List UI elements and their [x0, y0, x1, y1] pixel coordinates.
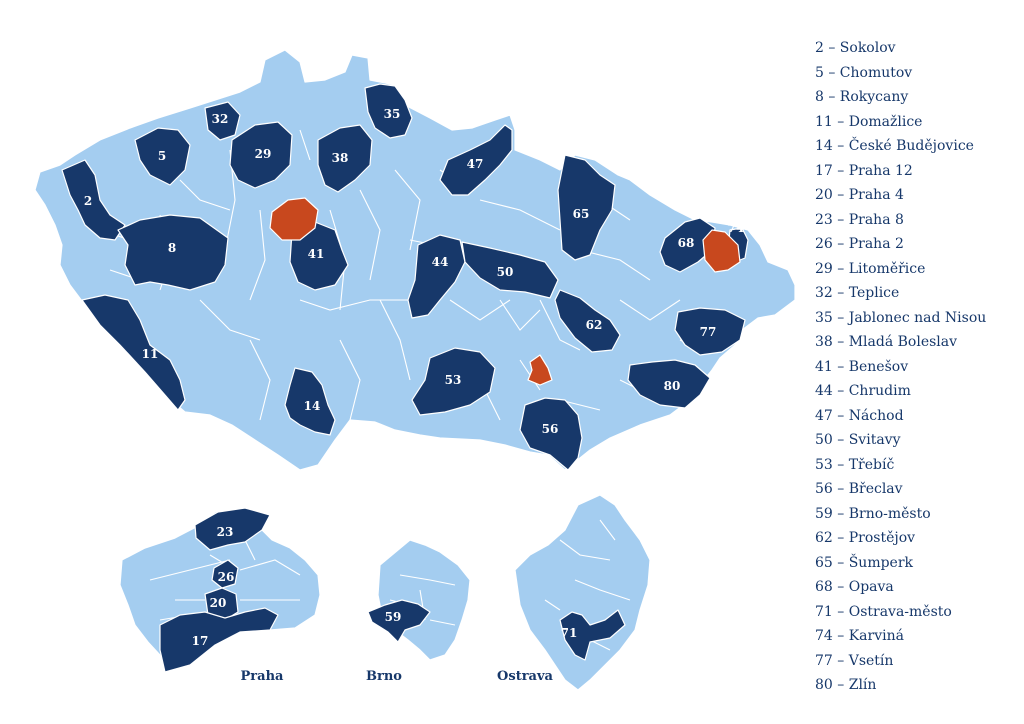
brno-inset: 59 Brno — [366, 539, 471, 684]
district-number: 80 — [664, 379, 681, 393]
legend-item: 50 – Svitavy — [815, 432, 901, 448]
district-number: 26 — [218, 570, 235, 584]
district-59 — [367, 599, 431, 643]
legend-item: 68 – Opava — [815, 579, 894, 595]
district-number: 53 — [445, 373, 462, 387]
district-number: 5 — [158, 149, 166, 163]
ostrava-caption: Ostrava — [497, 669, 553, 684]
legend-item: 41 – Benešov — [815, 358, 909, 375]
district-number: 20 — [210, 596, 227, 610]
praha-inset: 23 26 20 17 Praha — [119, 507, 321, 684]
district-50 — [461, 241, 559, 299]
district-number: 44 — [432, 255, 449, 269]
legend-item: 23 – Praha 8 — [815, 211, 904, 228]
district-number: 68 — [678, 236, 695, 250]
district-number: 11 — [142, 347, 159, 361]
district-5 — [134, 127, 191, 186]
legend-item: 14 – České Budějovice — [815, 138, 974, 154]
brno-caption: Brno — [366, 669, 402, 684]
district-number: 32 — [212, 112, 229, 126]
legend-item: 35 – Jablonec nad Nisou — [815, 309, 987, 326]
district-62 — [554, 289, 621, 353]
legend-item: 62 – Prostějov — [815, 530, 916, 546]
legend-item: 2 – Sokolov — [815, 40, 896, 56]
district-56 — [519, 397, 583, 471]
legend-item: 5 – Chomutov — [815, 64, 913, 81]
legend-item: 20 – Praha 4 — [815, 187, 904, 203]
district-17 — [159, 607, 279, 673]
district-35 — [364, 83, 413, 139]
legend-item: 77 – Vsetín — [815, 652, 894, 669]
district-brno — [527, 354, 553, 386]
legend-item: 53 – Třebíč — [815, 456, 895, 473]
district-29 — [229, 121, 293, 189]
district-number: 23 — [217, 525, 234, 539]
district-65 — [557, 154, 616, 261]
district-71 — [559, 609, 626, 661]
district-number: 17 — [192, 634, 209, 648]
district-53 — [411, 347, 496, 416]
legend-item: 26 – Praha 2 — [815, 236, 904, 252]
district-23 — [194, 507, 271, 551]
district-praha — [269, 197, 319, 241]
legend-item: 71 – Ostrava-město — [815, 603, 952, 620]
legend-item: 59 – Brno-město — [815, 505, 931, 522]
district-ostrava — [702, 229, 741, 273]
district-number: 56 — [542, 422, 559, 436]
district-number: 47 — [467, 157, 484, 171]
praha-caption: Praha — [241, 669, 284, 684]
czech-republic-outline — [34, 49, 796, 471]
district-number: 65 — [573, 207, 590, 221]
district-26 — [211, 559, 239, 589]
district-number: 38 — [332, 151, 349, 165]
district-number: 8 — [168, 241, 176, 255]
legend-item: 38 – Mladá Boleslav — [815, 334, 958, 350]
district-44 — [407, 234, 466, 319]
legend-item: 29 – Litoměřice — [815, 260, 926, 277]
district-38 — [317, 124, 373, 193]
district-8 — [117, 214, 229, 291]
district-number: 74 — [728, 221, 745, 235]
legend-item: 56 – Břeclav — [815, 481, 903, 497]
district-number: 29 — [255, 147, 272, 161]
district-14 — [284, 367, 336, 436]
district-41 — [289, 221, 349, 291]
district-number: 71 — [561, 626, 578, 640]
district-number: 77 — [700, 325, 717, 339]
legend-item: 47 – Náchod — [815, 407, 904, 424]
district-47 — [439, 124, 513, 196]
district-number: 35 — [384, 107, 401, 121]
brno-boundaries — [389, 574, 456, 626]
district-11 — [81, 294, 186, 411]
legend-item: 17 – Praha 12 — [815, 162, 913, 179]
legend-item: 74 – Karviná — [815, 628, 904, 644]
district-number: 14 — [304, 399, 321, 413]
legend-item: 8 – Rokycany — [815, 89, 909, 105]
legend-item: 32 – Teplice — [815, 285, 900, 301]
ostrava-boundaries — [544, 519, 631, 651]
district-32 — [204, 101, 241, 141]
legend-item: 80 – Zlín — [815, 677, 877, 693]
district-80 — [627, 359, 711, 409]
legend-item: 11 – Domažlice — [815, 113, 923, 130]
district-number: 41 — [308, 247, 325, 261]
district-number: 2 — [84, 194, 92, 208]
district-number: 59 — [385, 610, 402, 624]
ostrava-outline — [514, 494, 651, 691]
main-map-numbers: 2 5 8 11 14 29 32 35 38 41 44 47 50 53 5… — [84, 107, 745, 436]
ostrava-inset: 71 Ostrava — [497, 494, 651, 691]
legend-item: 65 – Šumperk — [815, 554, 914, 571]
district-number: 50 — [497, 265, 514, 279]
district-77 — [674, 307, 746, 356]
district-number: 62 — [586, 318, 603, 332]
district-legend: 2 – Sokolov 5 – Chomutov 8 – Rokycany 11… — [815, 36, 986, 698]
legend-item: 44 – Chrudim — [815, 383, 911, 399]
